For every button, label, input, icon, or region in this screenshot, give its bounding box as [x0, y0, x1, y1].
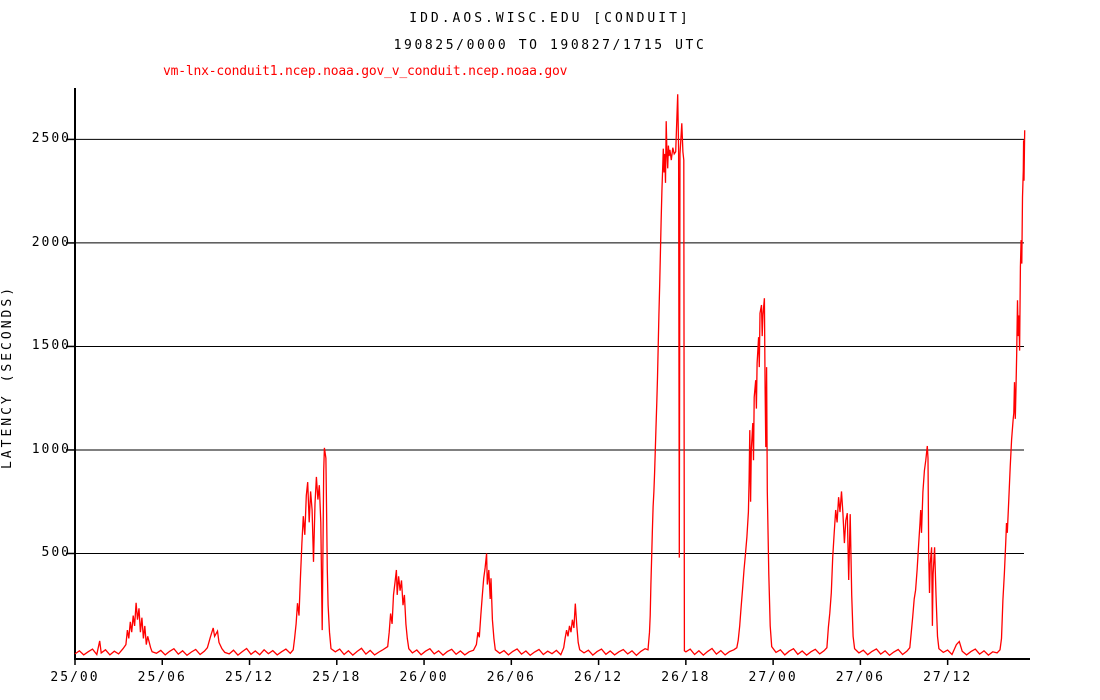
x-tick-label: 27/00 — [748, 670, 798, 685]
x-tick-label: 25/18 — [312, 670, 362, 685]
x-tick-label: 25/12 — [224, 670, 275, 685]
chart-subtitle: 190825/0000 TO 190827/1715 UTC — [393, 38, 707, 53]
latency-series-line — [74, 94, 1026, 657]
x-tick-label: 26/00 — [399, 670, 449, 685]
legend-series-label: vm-lnx-conduit1.ncep.noaa.gov_v_conduit.… — [163, 64, 568, 79]
y-tick-label: 1000 — [31, 441, 71, 457]
y-tick-label: 2000 — [31, 234, 71, 250]
y-tick-label: 500 — [41, 545, 71, 561]
x-tick-label: 26/06 — [486, 670, 536, 685]
x-tick-label: 25/06 — [137, 670, 187, 685]
x-tick-label: 25/00 — [50, 670, 100, 685]
y-tick-label: 1500 — [31, 338, 71, 354]
x-tick-label: 27/06 — [835, 670, 885, 685]
x-tick-label: 26/18 — [661, 670, 711, 685]
chart-title: IDD.AOS.WISC.EDU [CONDUIT] — [409, 11, 691, 26]
y-tick-label: 2500 — [31, 131, 71, 147]
x-tick-label: 26/12 — [574, 670, 624, 685]
x-tick-label: 27/12 — [923, 670, 973, 685]
